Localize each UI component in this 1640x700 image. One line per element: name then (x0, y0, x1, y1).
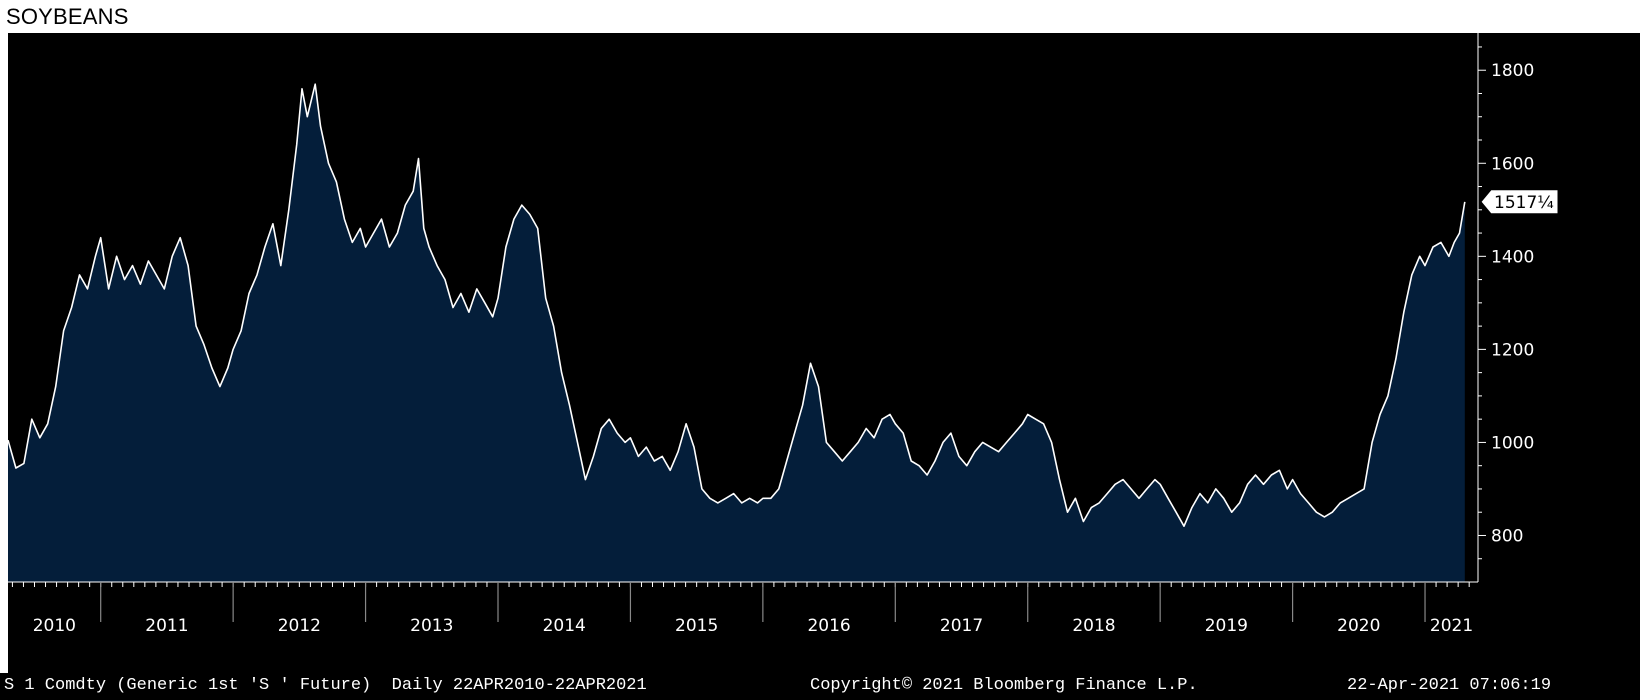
y-axis: 800 1000 1200 1400 1600 1800 (1477, 33, 1534, 582)
svg-text:2018: 2018 (1072, 616, 1115, 636)
svg-text:2014: 2014 (543, 616, 586, 636)
svg-text:2015: 2015 (675, 616, 718, 636)
y-tick-label: 800 (1491, 526, 1523, 546)
y-tick-label: 1200 (1491, 340, 1534, 360)
x-tick-label: 2015 (675, 616, 718, 636)
chart-title: SOYBEANS (6, 4, 129, 29)
svg-text:2011: 2011 (145, 616, 188, 636)
x-tick-label: 2019 (1205, 616, 1248, 636)
price-area (8, 84, 1465, 582)
svg-text:2012: 2012 (278, 616, 321, 636)
y-tick-label: 1800 (1491, 61, 1534, 81)
svg-text:2010: 2010 (33, 616, 76, 636)
x-tick-label: 2016 (807, 616, 850, 636)
svg-text:2017: 2017 (940, 616, 983, 636)
svg-text:1200: 1200 (1491, 340, 1534, 360)
svg-text:1000: 1000 (1491, 433, 1534, 453)
svg-text:1400: 1400 (1491, 247, 1534, 267)
x-tick-label: 2013 (410, 616, 453, 636)
x-axis: 2010 2011 2012 2013 2014 2015 2016 2017 2018 2019… (8, 581, 1478, 636)
footer-security-info: S 1 Comdty (Generic 1st 'S ' Future) Dai… (4, 676, 647, 695)
svg-text:2020: 2020 (1337, 616, 1380, 636)
svg-text:2013: 2013 (410, 616, 453, 636)
svg-text:2019: 2019 (1205, 616, 1248, 636)
last-value-label: 1517¼ (1494, 193, 1554, 213)
svg-text:1800: 1800 (1491, 61, 1534, 81)
y-tick-label: 1600 (1491, 154, 1534, 174)
footer-bar: S 1 Comdty (Generic 1st 'S ' Future) Dai… (0, 673, 1640, 700)
y-tick-label: 1000 (1491, 433, 1534, 453)
chart-area: 800 1000 1200 1400 1600 1800 2010 2011 2012 2013… (8, 33, 1640, 673)
x-tick-label: 2012 (278, 616, 321, 636)
x-tick-label: 2020 (1337, 616, 1380, 636)
x-tick-label: 2018 (1072, 616, 1115, 636)
x-tick-label: 2021 (1430, 616, 1473, 636)
plot-layer (8, 83, 1466, 582)
x-tick-label: 2017 (940, 616, 983, 636)
footer-copyright: Copyright© 2021 Bloomberg Finance L.P. (810, 676, 1198, 695)
x-tick-label: 2014 (543, 616, 586, 636)
x-tick-label: 2011 (145, 616, 188, 636)
footer-timestamp: 22-Apr-2021 07:06:19 (1347, 676, 1552, 695)
svg-text:2016: 2016 (807, 616, 850, 636)
last-value-marker: 1517¼ (1480, 189, 1559, 215)
svg-text:800: 800 (1491, 526, 1523, 546)
price-line (8, 83, 1466, 527)
x-tick-label: 2010 (33, 616, 76, 636)
y-tick-label: 1400 (1491, 247, 1534, 267)
svg-text:1600: 1600 (1491, 154, 1534, 174)
svg-text:2021: 2021 (1430, 616, 1473, 636)
price-chart: 800 1000 1200 1400 1600 1800 2010 2011 2012 2013… (8, 33, 1559, 636)
last-value-flag (1480, 189, 1559, 215)
